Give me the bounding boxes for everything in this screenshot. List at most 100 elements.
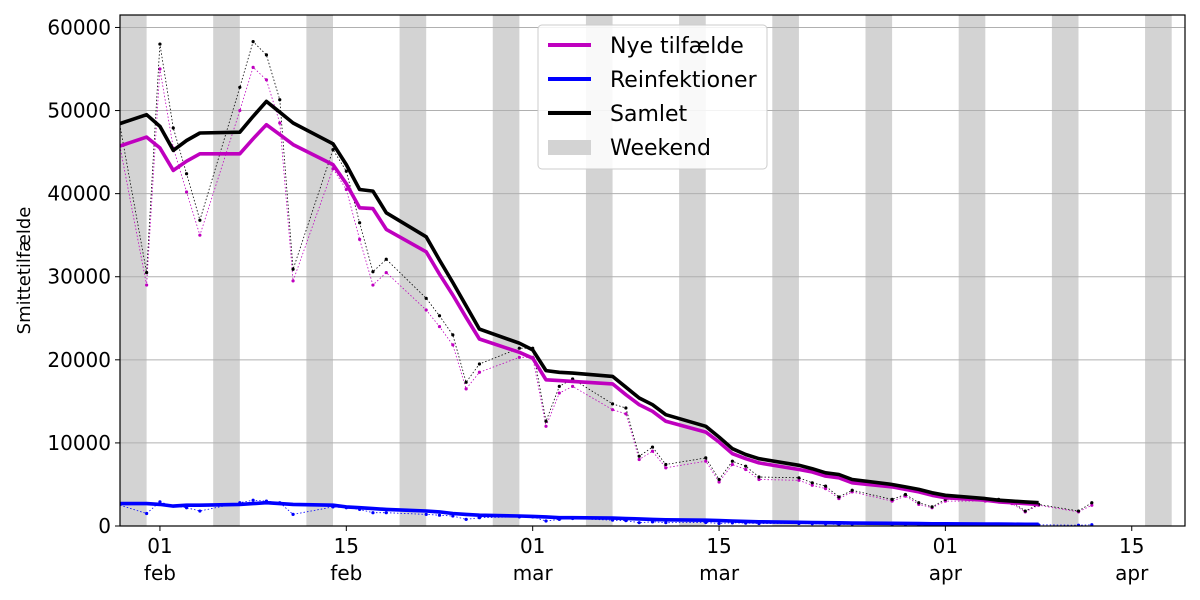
daily-point-nye-tilf-lde	[571, 384, 575, 389]
daily-point-samlet	[171, 126, 175, 130]
daily-point-nye-tilf-lde	[810, 483, 814, 487]
daily-point-reinfektioner	[717, 521, 721, 526]
legend-label: Weekend	[610, 136, 711, 161]
daily-point-samlet	[650, 445, 655, 449]
daily-point-nye-tilf-lde	[730, 462, 734, 467]
y-tick-label: 20000	[47, 348, 111, 372]
legend-swatch	[548, 140, 591, 155]
x-tick-day: 01	[933, 534, 958, 558]
mean-line-nye-tilf-lde	[120, 122, 1039, 507]
daily-point-samlet	[704, 456, 708, 460]
daily-point-samlet	[424, 296, 428, 300]
weekend-band	[399, 15, 427, 526]
daily-point-nye-tilf-lde	[557, 391, 561, 395]
mean-line-samlet	[120, 99, 1039, 505]
daily-point-reinfektioner	[384, 511, 388, 515]
daily-point-nye-tilf-lde	[477, 370, 482, 374]
daily-point-nye-tilf-lde	[464, 387, 468, 391]
daily-point-samlet	[437, 314, 442, 318]
daily-point-nye-tilf-lde	[517, 355, 521, 359]
daily-point-samlet	[757, 475, 761, 479]
weekend-band	[865, 15, 893, 526]
daily-point-samlet	[610, 402, 615, 406]
legend: Nye tilfælde Reinfektioner Samlet Weekend	[537, 24, 768, 170]
daily-point-nye-tilf-lde	[291, 279, 295, 283]
daily-point-samlet	[158, 42, 162, 46]
daily-point-samlet	[198, 218, 202, 222]
daily-point-samlet	[291, 267, 295, 271]
daily-point-nye-tilf-lde	[544, 424, 548, 428]
daily-point-samlet	[917, 501, 921, 505]
daily-point-samlet	[517, 346, 521, 350]
daily-point-samlet	[358, 221, 362, 225]
daily-point-nye-tilf-lde	[823, 487, 828, 491]
daily-point-nye-tilf-lde	[358, 237, 362, 241]
x-tick-month: feb	[330, 561, 362, 585]
daily-point-reinfektioner	[664, 521, 668, 525]
daily-point-nye-tilf-lde	[184, 190, 189, 194]
daily-point-nye-tilf-lde	[238, 108, 242, 113]
daily-point-reinfektioner	[437, 513, 442, 517]
daily-point-samlet	[837, 495, 841, 499]
y-tick-label: 60000	[47, 15, 111, 39]
x-tick-day: 01	[520, 534, 545, 558]
daily-point-samlet	[544, 419, 548, 423]
daily-point-nye-tilf-lde	[437, 324, 442, 329]
mean-line-reinfektioner	[120, 500, 1039, 526]
weekend-band	[1145, 15, 1172, 526]
weekend-band	[958, 15, 986, 526]
legend-label: Reinfektioner	[610, 68, 758, 93]
daily-point-samlet	[744, 464, 748, 468]
daily-point-samlet	[1090, 501, 1094, 505]
daily-point-nye-tilf-lde	[198, 233, 202, 237]
daily-point-samlet	[371, 270, 375, 274]
daily-point-samlet	[930, 505, 934, 509]
daily-point-samlet	[145, 270, 149, 275]
y-tick-label: 10000	[47, 431, 111, 455]
daily-point-nye-tilf-lde	[757, 477, 761, 482]
daily-point-reinfektioner	[464, 517, 468, 521]
x-tick-day: 15	[334, 534, 359, 558]
daily-point-samlet	[344, 169, 348, 173]
x-tick-day: 15	[706, 534, 731, 558]
daily-point-reinfektioner	[637, 521, 641, 525]
x-axis-ticks: 01 feb 15 feb 01 mar 15 mar 01 apr 15 apr	[144, 526, 1149, 585]
x-tick-month: mar	[513, 561, 554, 585]
daily-point-samlet	[903, 492, 908, 497]
daily-point-nye-tilf-lde	[717, 480, 721, 484]
daily-point-reinfektioner	[251, 498, 255, 502]
weekend-band	[213, 15, 240, 526]
daily-point-reinfektioner	[1090, 523, 1094, 526]
plot-frame	[119, 14, 1186, 527]
daily-point-reinfektioner	[371, 511, 375, 515]
y-tick-label: 50000	[47, 99, 111, 123]
legend-label: Nye tilfælde	[610, 34, 744, 59]
x-tick-month: apr	[1115, 561, 1149, 585]
weekend-bands	[120, 15, 1172, 526]
daily-point-samlet	[823, 484, 828, 488]
daily-point-reinfektioner	[424, 512, 428, 516]
weekend-band	[1051, 15, 1079, 526]
y-axis-ticks: 0 10000 20000 30000 40000 50000 60000	[47, 15, 120, 538]
daily-point-samlet	[664, 462, 668, 467]
daily-point-nye-tilf-lde	[384, 270, 388, 275]
daily-point-reinfektioner	[291, 512, 295, 516]
daily-point-nye-tilf-lde	[1090, 503, 1094, 507]
daily-point-samlet	[890, 497, 894, 502]
daily-point-nye-tilf-lde	[424, 308, 428, 312]
daily-point-samlet	[278, 98, 282, 102]
daily-point-samlet	[730, 459, 734, 463]
daily-point-nye-tilf-lde	[278, 121, 282, 125]
y-tick-label: 30000	[47, 265, 111, 289]
daily-point-nye-tilf-lde	[371, 283, 375, 287]
daily-point-samlet	[184, 172, 189, 176]
daily-point-samlet	[717, 477, 721, 482]
y-axis-title: Smittetilfælde	[14, 207, 35, 335]
daily-point-nye-tilf-lde	[797, 478, 801, 482]
x-tick-month: mar	[699, 561, 740, 585]
daily-point-samlet	[624, 406, 628, 410]
weekend-band	[306, 15, 333, 526]
y-tick-label: 40000	[47, 182, 111, 206]
daily-point-samlet	[477, 362, 482, 366]
daily-point-nye-tilf-lde	[624, 412, 628, 416]
